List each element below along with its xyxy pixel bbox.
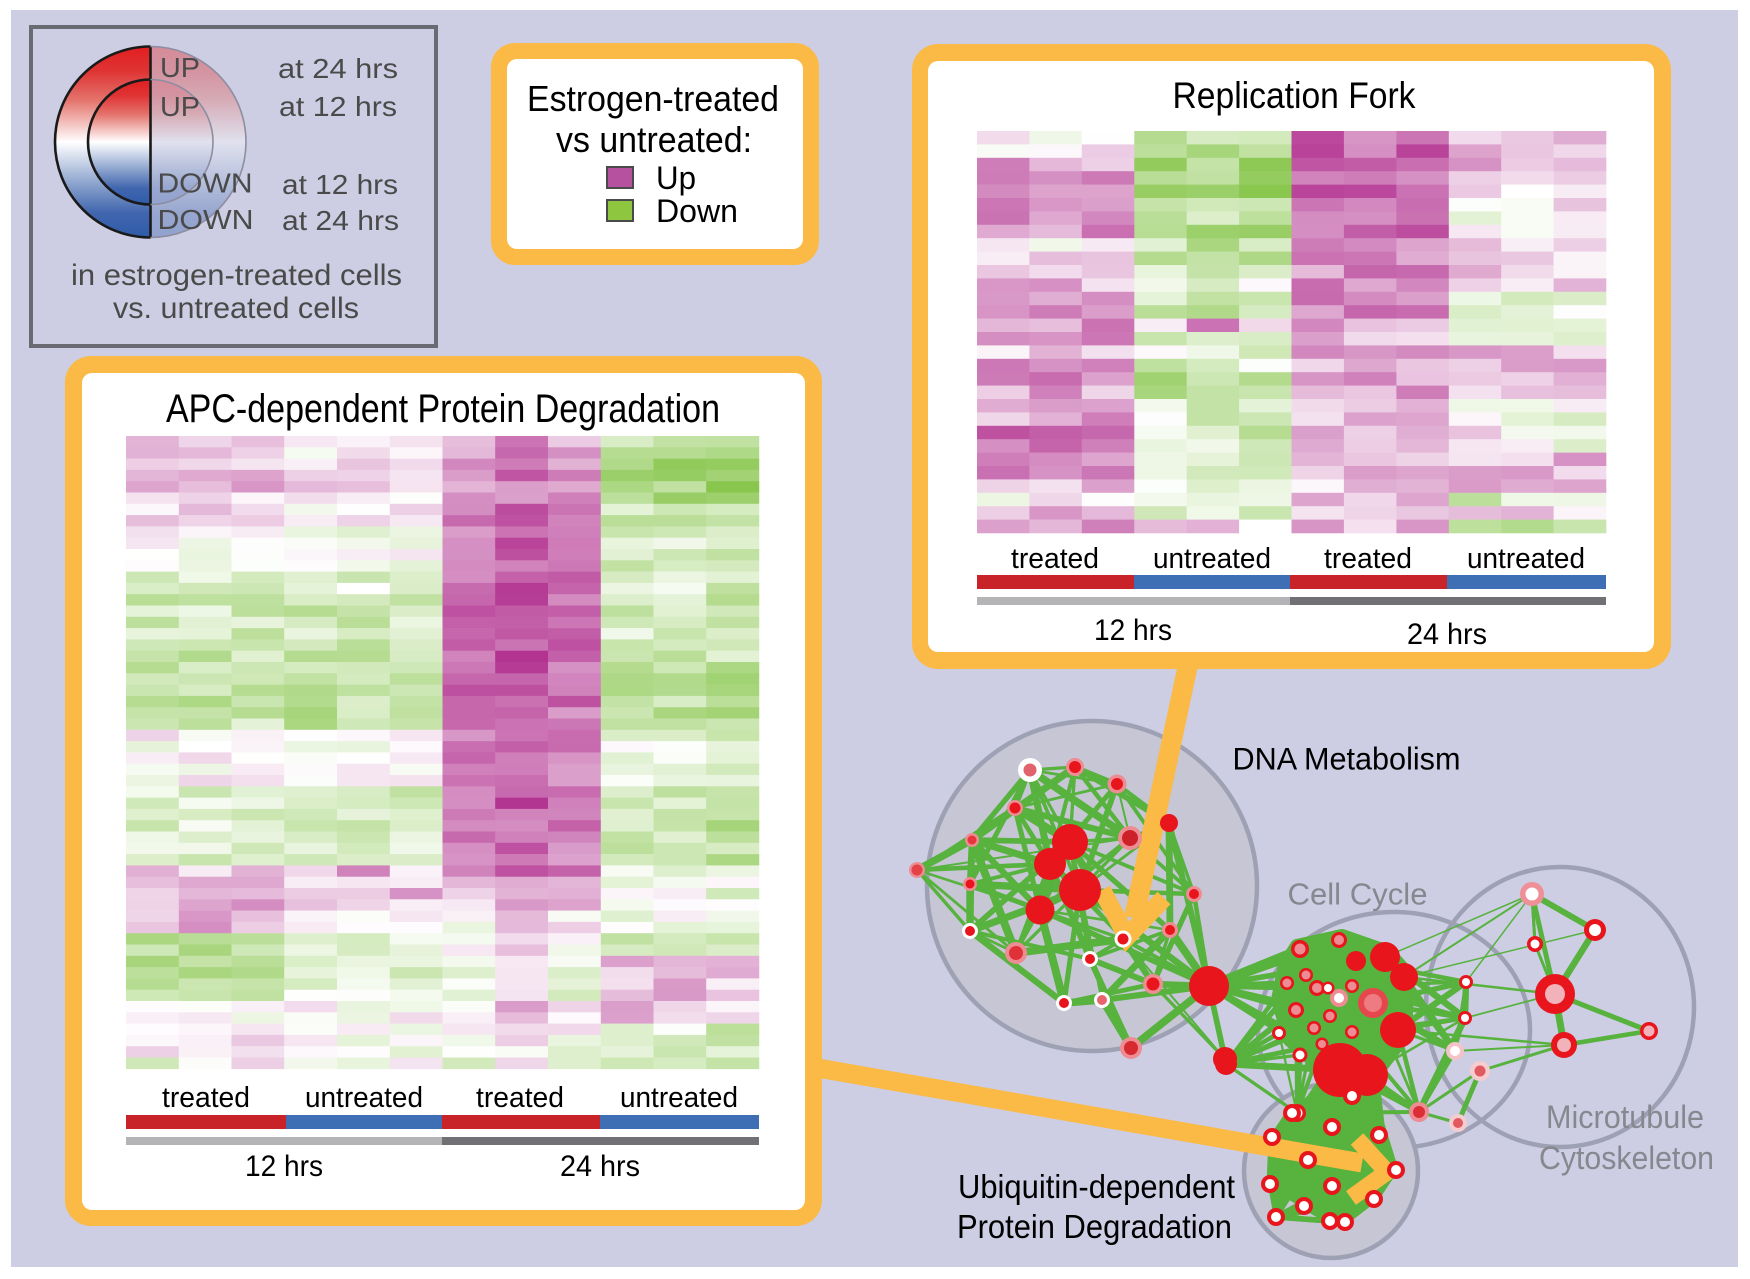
svg-text:APC-dependent Protein Degradat: APC-dependent Protein Degradation <box>166 387 720 431</box>
svg-text:DOWN: DOWN <box>158 204 254 235</box>
svg-text:treated: treated <box>476 1082 564 1114</box>
svg-text:Protein Degradation: Protein Degradation <box>957 1208 1232 1245</box>
svg-text:treated: treated <box>1324 543 1412 575</box>
svg-text:untreated: untreated <box>305 1082 423 1114</box>
svg-text:untreated: untreated <box>1467 543 1585 575</box>
svg-text:UP: UP <box>160 52 200 83</box>
svg-text:at 24 hrs: at 24 hrs <box>282 205 399 236</box>
svg-text:24 hrs: 24 hrs <box>560 1150 640 1183</box>
svg-text:Cytoskeleton: Cytoskeleton <box>1539 1140 1714 1176</box>
svg-text:at 12 hrs: at 12 hrs <box>282 169 398 200</box>
svg-text:24 hrs: 24 hrs <box>1407 618 1487 651</box>
svg-text:12 hrs: 12 hrs <box>245 1150 323 1183</box>
svg-text:treated: treated <box>162 1082 250 1114</box>
svg-text:DNA Metabolism: DNA Metabolism <box>1233 741 1461 777</box>
svg-text:UP: UP <box>160 91 200 122</box>
svg-text:vs. untreated cells: vs. untreated cells <box>113 292 359 325</box>
svg-text:in estrogen-treated cells: in estrogen-treated cells <box>71 259 402 292</box>
svg-text:vs untreated:: vs untreated: <box>556 119 752 160</box>
svg-text:untreated: untreated <box>1153 543 1271 575</box>
svg-text:Ubiquitin-dependent: Ubiquitin-dependent <box>958 1168 1235 1205</box>
svg-text:12 hrs: 12 hrs <box>1094 614 1172 647</box>
svg-text:DOWN: DOWN <box>158 168 253 199</box>
svg-text:Up: Up <box>656 160 696 196</box>
svg-text:untreated: untreated <box>620 1082 738 1114</box>
svg-text:at 12 hrs: at 12 hrs <box>279 91 397 122</box>
svg-text:Microtubule: Microtubule <box>1546 1099 1704 1135</box>
svg-text:Cell Cycle: Cell Cycle <box>1288 877 1428 912</box>
svg-text:Down: Down <box>656 193 738 229</box>
svg-text:Estrogen-treated: Estrogen-treated <box>527 78 779 119</box>
svg-text:Replication Fork: Replication Fork <box>1173 75 1416 116</box>
svg-text:treated: treated <box>1011 543 1099 575</box>
svg-text:at 24 hrs: at 24 hrs <box>278 53 398 84</box>
